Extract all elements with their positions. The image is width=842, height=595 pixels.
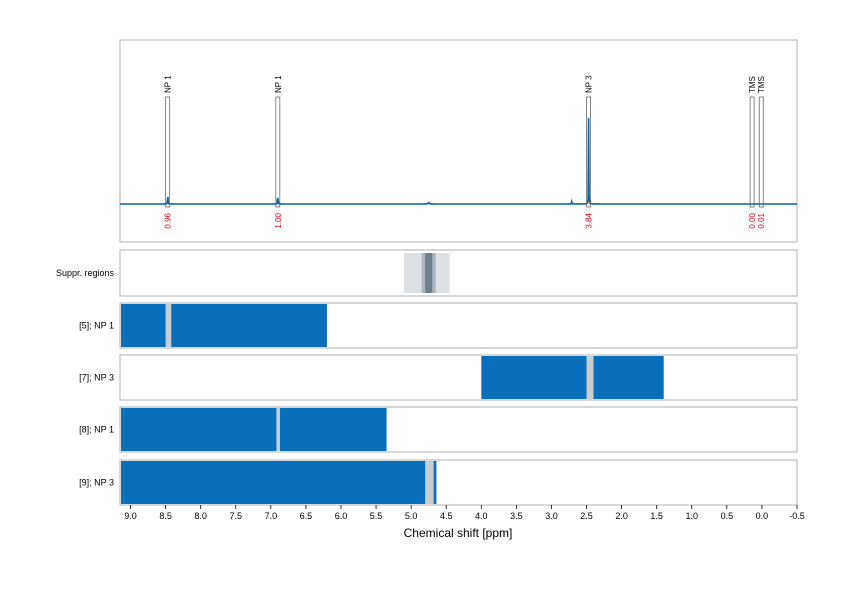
band-label: [8]; NP 1 — [79, 425, 114, 435]
x-tick-label: 9.0 — [124, 511, 137, 521]
band-segment — [121, 304, 166, 347]
x-tick-label: 4.5 — [440, 511, 453, 521]
band-segment — [171, 304, 327, 347]
x-tick-label: 8.5 — [159, 511, 172, 521]
band-label: [7]; NP 3 — [79, 373, 114, 383]
band-frame — [119, 354, 798, 401]
x-tick-label: 3.0 — [545, 511, 558, 521]
annotation-label: TMS — [748, 76, 757, 93]
annotation-integral: 0.00 — [748, 212, 757, 228]
annotation-box — [165, 96, 171, 208]
x-tick-label: 1.0 — [686, 511, 699, 521]
x-tick-label: 8.0 — [194, 511, 207, 521]
spectrum-panel: NP 1 0.96 NP 1 1.00 NP 3 3.84 TMS 0.00 TMS 0.01 — [119, 39, 798, 243]
annotation-box — [586, 96, 591, 208]
band-segment — [593, 356, 664, 399]
suppression-inner — [425, 253, 433, 293]
band-segment — [279, 408, 387, 451]
annotation-integral: 3.84 — [585, 212, 594, 228]
suppression-label: Suppr. regions — [56, 268, 115, 278]
x-axis: 9.0 8.5 8.0 7.5 7.0 6.5 6.0 5.5 5.0 4.5 4.0 3.5 3.0 2… — [124, 505, 805, 521]
x-tick-label: 2.0 — [615, 511, 628, 521]
spectrum-frame — [119, 39, 798, 243]
annotation-box — [758, 96, 764, 208]
annotation-box — [275, 96, 281, 208]
x-tick-label: 0.5 — [721, 511, 734, 521]
x-tick-label: -0.5 — [789, 511, 805, 521]
band-row: [5]; NP 1 — [79, 302, 798, 349]
band-segment — [433, 461, 437, 504]
band-segment — [481, 356, 587, 399]
x-tick-label: 4.0 — [475, 511, 488, 521]
x-tick-label: 7.5 — [229, 511, 242, 521]
band-label: [5]; NP 1 — [79, 321, 114, 331]
annotation-integral: 1.00 — [274, 212, 283, 228]
annotation-label: NP 3 — [585, 75, 594, 93]
x-tick-label: 1.5 — [650, 511, 663, 521]
x-tick-label: 6.0 — [335, 511, 348, 521]
band-row: [7]; NP 3 — [79, 354, 798, 401]
x-tick-label: 6.5 — [300, 511, 313, 521]
annotation-label: NP 1 — [274, 75, 283, 93]
x-tick-label: 0.0 — [756, 511, 769, 521]
band-row: [9]; NP 3 — [79, 459, 798, 506]
band-segment — [121, 408, 277, 451]
band-marker — [425, 461, 434, 504]
x-tick-label: 7.0 — [265, 511, 278, 521]
annotation-label: TMS — [757, 76, 766, 93]
spectrum-line — [120, 118, 797, 205]
x-tick-label: 5.5 — [370, 511, 383, 521]
annotation-integral: 0.01 — [757, 212, 766, 228]
band-row: [8]; NP 1 — [79, 406, 798, 453]
band-marker — [276, 408, 280, 451]
band-segment — [121, 461, 426, 504]
x-tick-label: 2.5 — [580, 511, 593, 521]
band-marker — [586, 356, 594, 399]
x-tick-label: 3.5 — [510, 511, 523, 521]
bands-panel: [5]; NP 1 [7]; NP 3 [8]; NP 1 [9]; NP 3 — [79, 302, 798, 506]
suppression-frame — [119, 249, 798, 297]
x-tick-label: 5.0 — [405, 511, 418, 521]
x-axis-label: Chemical shift [ppm] — [404, 526, 513, 540]
annotation-integral: 0.96 — [164, 212, 173, 228]
annotation-label: NP 1 — [164, 75, 173, 93]
suppression-panel: Suppr. regions — [56, 249, 798, 297]
band-marker — [165, 304, 172, 347]
band-label: [9]; NP 3 — [79, 478, 114, 488]
annotation-box — [749, 96, 755, 208]
